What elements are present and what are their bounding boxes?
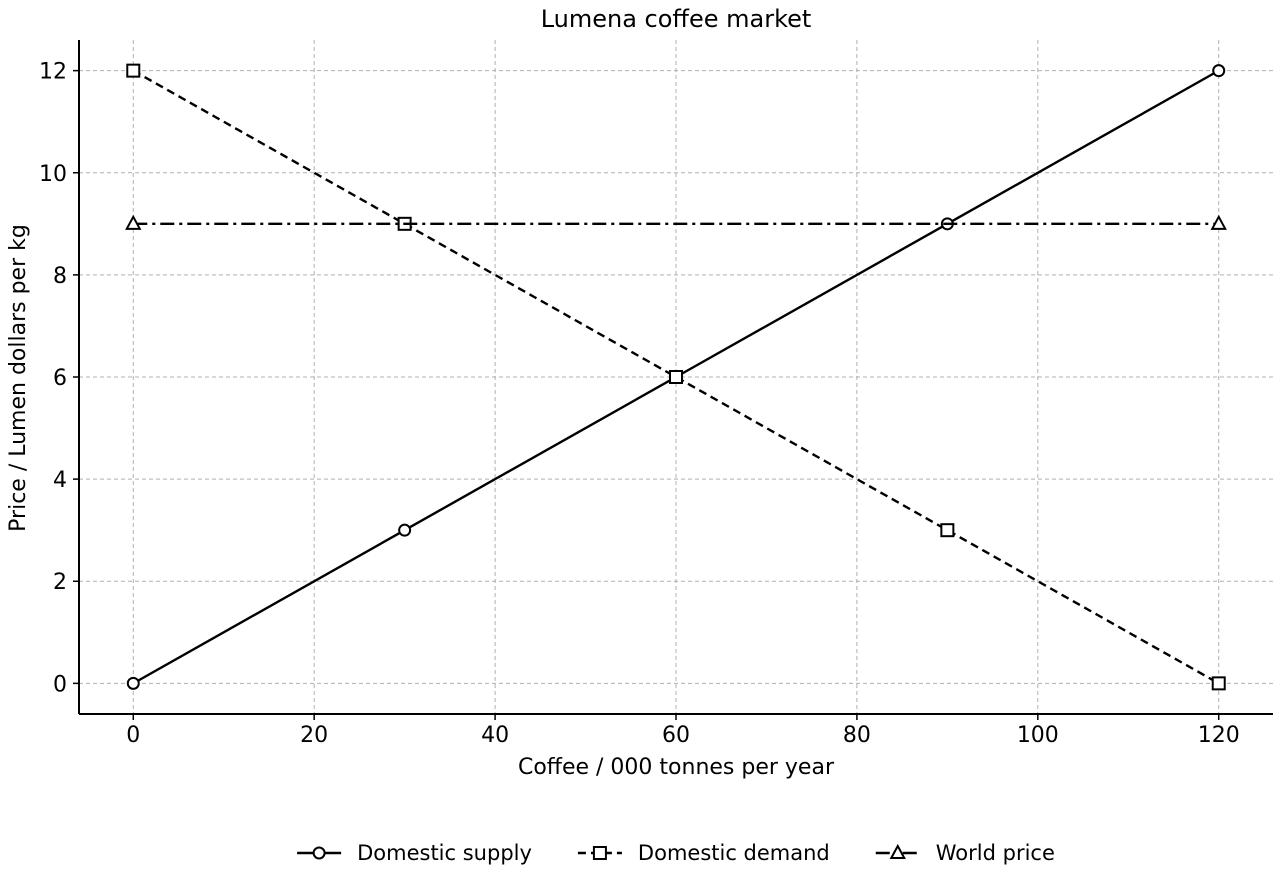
world-price-point xyxy=(1210,214,1227,230)
domestic-supply-point xyxy=(126,676,140,690)
x-tick-label: 20 xyxy=(300,723,328,748)
y-tick-label: 8 xyxy=(53,264,67,289)
y-tick-label: 6 xyxy=(53,366,67,391)
legend-marker-world-price xyxy=(889,843,906,859)
domestic-supply-point xyxy=(1212,64,1226,78)
y-tick-label: 12 xyxy=(39,60,67,85)
y-tick-label: 0 xyxy=(53,672,67,697)
ticks: 0 20 40 60 80 100 120 0 2 4 6 8 10 12 xyxy=(39,60,1240,748)
x-tick-label: 100 xyxy=(1017,723,1059,748)
x-tick-label: 40 xyxy=(481,723,509,748)
x-axis-label: Coffee / 000 tonnes per year xyxy=(518,755,835,780)
world-price-series xyxy=(125,214,1227,230)
y-tick-label: 10 xyxy=(39,162,67,187)
legend-marker-domestic-demand xyxy=(592,846,607,860)
legend-marker-domestic-supply xyxy=(312,846,326,860)
y-tick-label: 2 xyxy=(53,570,67,595)
chart-title: Lumena coffee market xyxy=(541,5,812,33)
x-tick-label: 120 xyxy=(1198,723,1240,748)
y-tick-label: 4 xyxy=(53,468,67,493)
domestic-demand-point xyxy=(669,370,683,384)
domestic-demand-point xyxy=(940,523,955,538)
domestic-demand-point xyxy=(126,63,141,78)
legend-label: Domestic supply xyxy=(357,841,532,865)
legend-label: World price xyxy=(936,841,1055,865)
domestic-demand-point xyxy=(1211,676,1226,691)
x-tick-label: 60 xyxy=(662,723,690,748)
x-tick-label: 0 xyxy=(126,723,140,748)
grid xyxy=(79,40,1273,714)
domestic-demand-series xyxy=(126,63,1226,691)
series-layer xyxy=(125,63,1227,691)
world-price-point xyxy=(125,214,142,230)
legend-label: Domestic demand xyxy=(638,841,830,865)
y-axis-label: Price / Lumen dollars per kg xyxy=(6,224,31,532)
domestic-supply-point xyxy=(398,523,412,537)
legend: Domestic supply Domestic demand World pric… xyxy=(297,841,1055,865)
x-tick-label: 80 xyxy=(843,723,871,748)
